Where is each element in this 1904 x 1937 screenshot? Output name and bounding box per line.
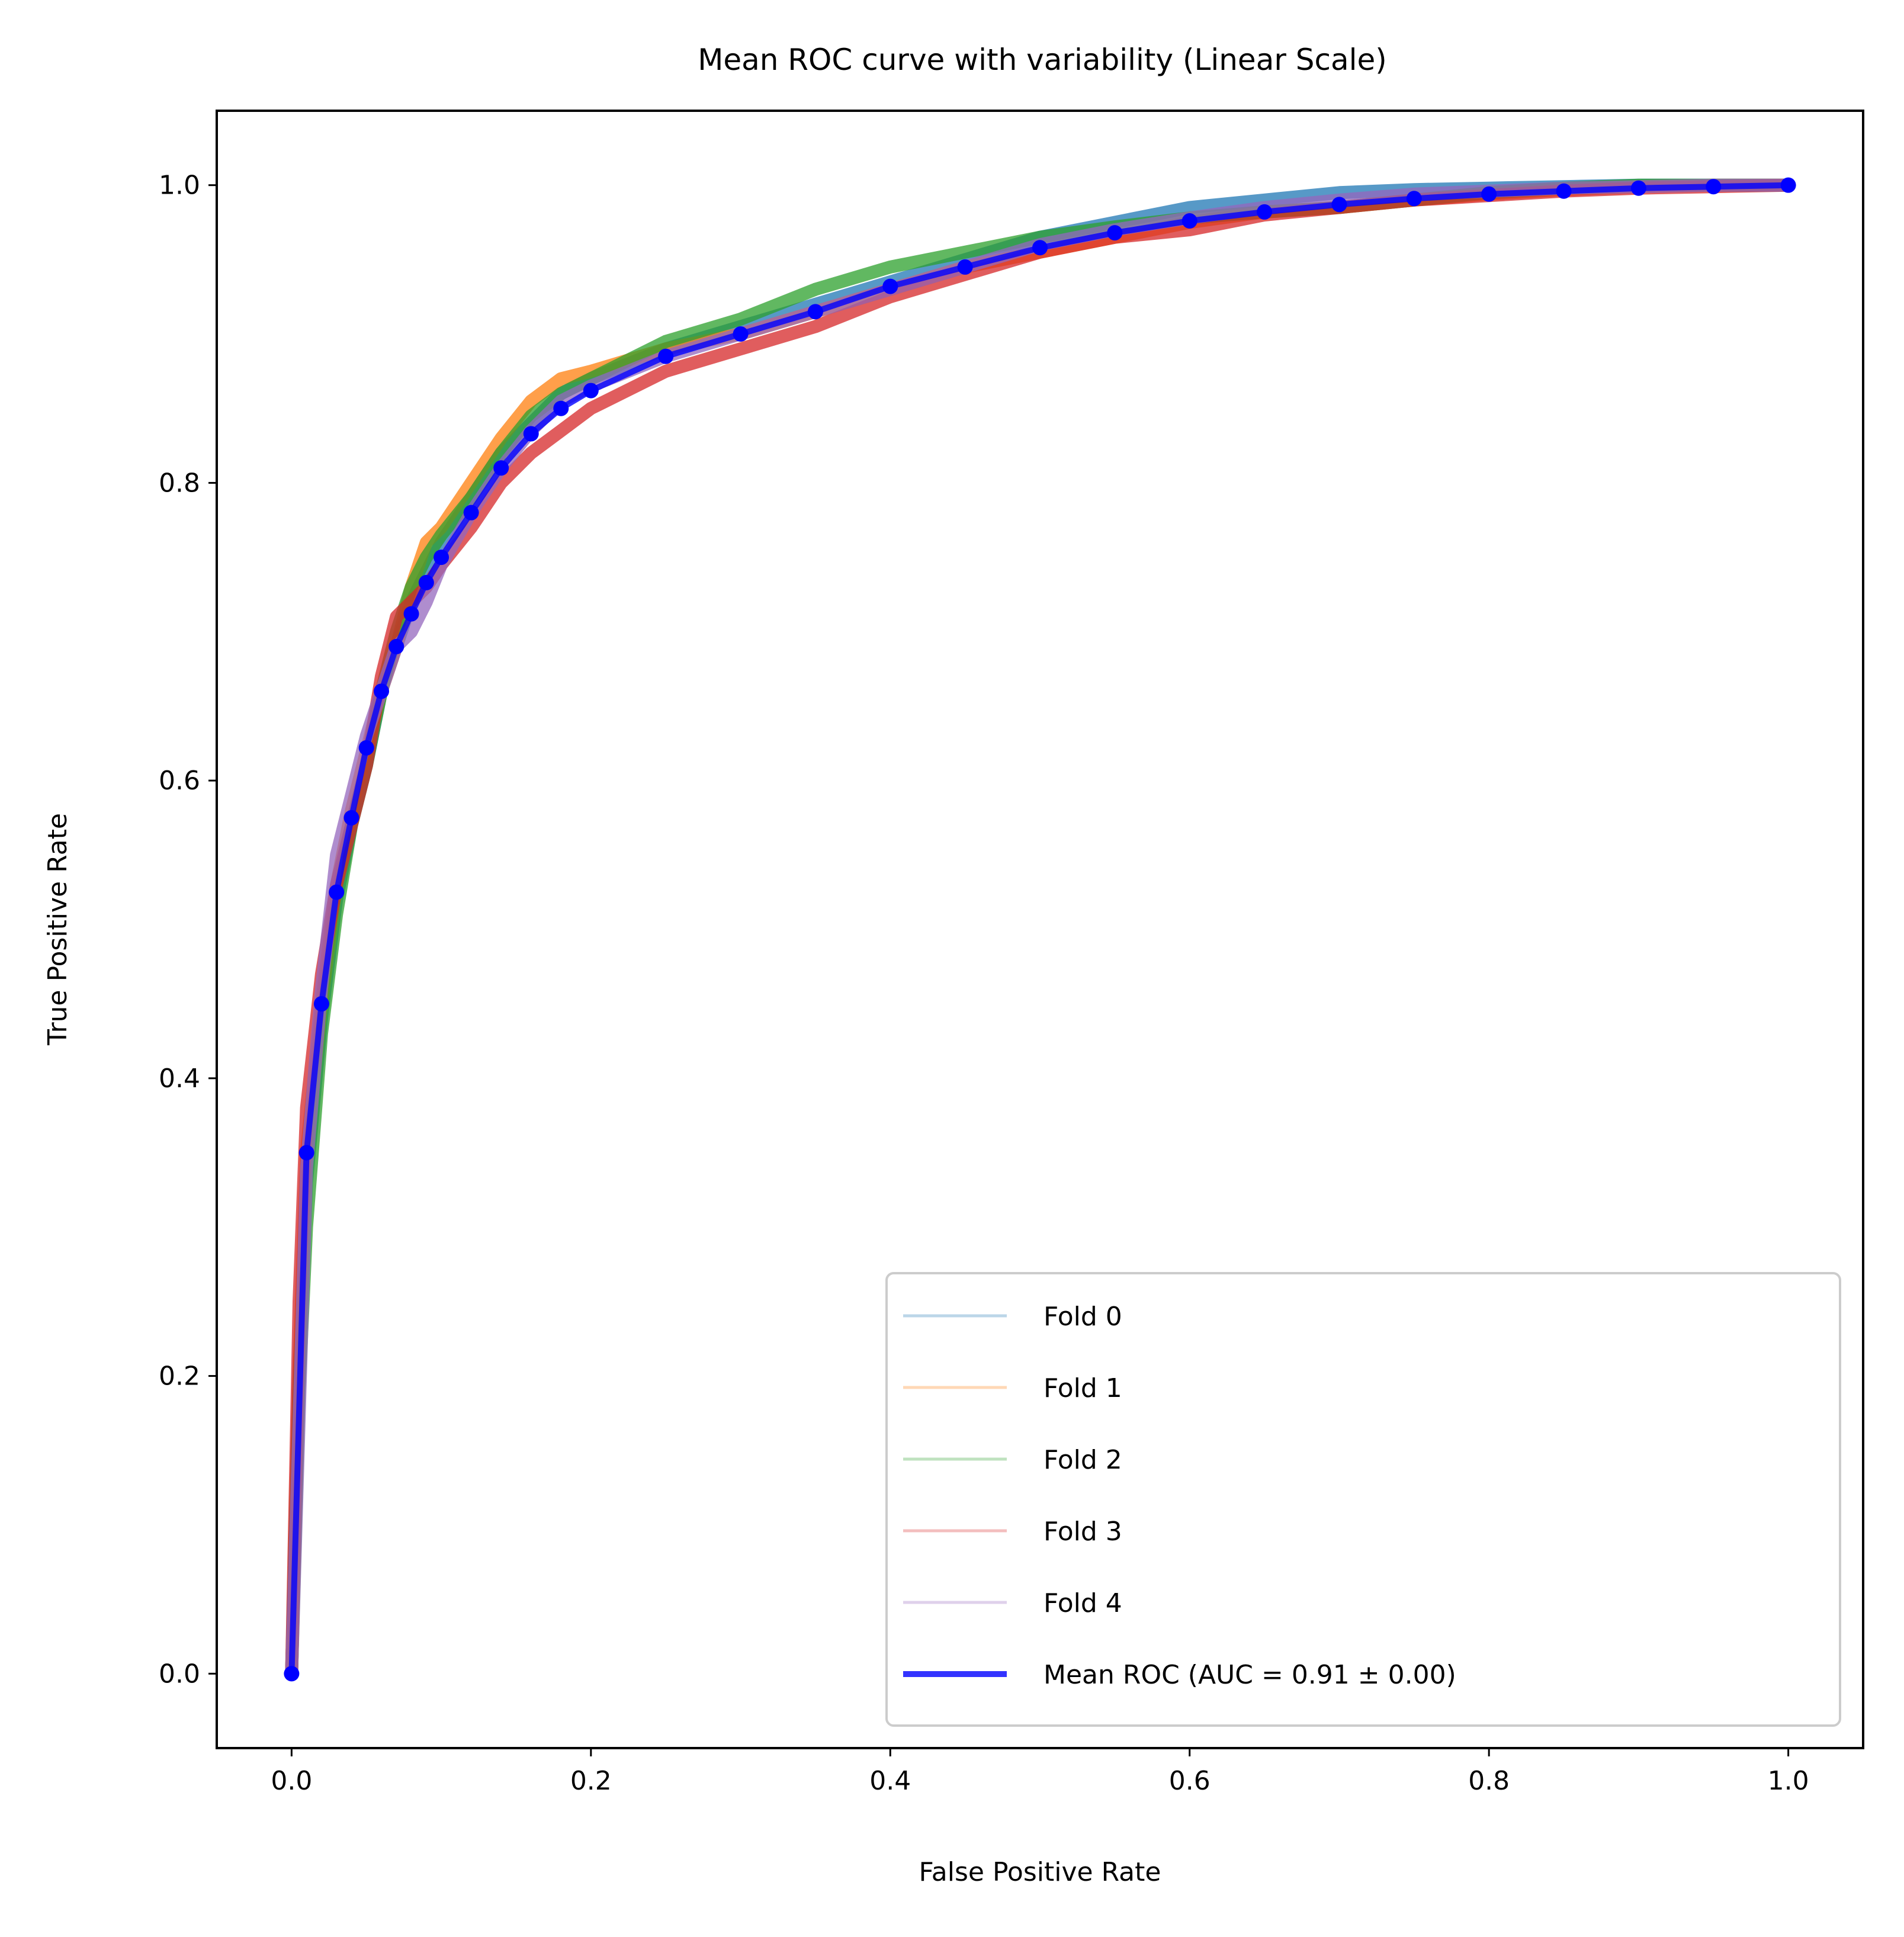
x-tick-label: 1.0 — [1768, 1766, 1809, 1796]
mean-roc-point — [493, 460, 509, 476]
legend-entry-label: Fold 2 — [1043, 1445, 1122, 1475]
y-axis-label: True Positive Rate — [43, 813, 73, 1046]
mean-roc-point — [523, 426, 539, 442]
mean-roc-point — [583, 383, 599, 399]
mean-roc-point — [658, 348, 674, 364]
mean-roc-point — [284, 1666, 300, 1682]
mean-roc-point — [1181, 213, 1197, 229]
y-tick-label: 0.8 — [159, 468, 200, 498]
mean-roc-point — [434, 550, 449, 566]
mean-roc-point — [1257, 204, 1273, 220]
mean-roc-point — [957, 259, 973, 275]
legend-entry-label: Fold 0 — [1043, 1302, 1122, 1332]
mean-roc-point — [298, 1145, 314, 1161]
x-tick-label: 0.4 — [869, 1766, 911, 1796]
x-axis-ticks: 0.0 0.2 0.4 0.6 0.8 1.0 — [271, 1748, 1809, 1796]
plot-frame — [216, 110, 1864, 1749]
mean-roc-point — [1780, 177, 1796, 193]
mean-roc-markers — [284, 177, 1796, 1682]
y-tick-label: 0.4 — [159, 1064, 200, 1094]
mean-roc-point — [807, 304, 823, 320]
mean-roc-point — [1107, 225, 1123, 241]
mean-roc-point — [358, 740, 374, 756]
legend-entry-label: Fold 4 — [1043, 1588, 1122, 1618]
mean-roc-point — [374, 683, 389, 699]
x-tick-label: 0.8 — [1468, 1766, 1510, 1796]
y-tick-label: 1.0 — [159, 171, 200, 201]
mean-roc-line — [288, 182, 1791, 1677]
mean-roc-point — [313, 996, 329, 1012]
mean-roc-point — [343, 810, 359, 825]
mean-roc-point — [329, 884, 345, 900]
mean-roc-point — [1406, 191, 1422, 207]
mean-roc-point — [1556, 183, 1572, 199]
mean-roc-point — [733, 326, 749, 342]
legend-entry-label: Mean ROC (AUC = 0.91 ± 0.00) — [1043, 1660, 1456, 1690]
mean-roc-point — [553, 400, 569, 416]
y-axis-ticks: 0.0 0.2 0.4 0.6 0.8 1.0 — [159, 171, 217, 1689]
mean-roc-point — [1032, 240, 1048, 256]
y-tick-label: 0.6 — [159, 766, 200, 796]
y-tick-label: 0.0 — [159, 1659, 200, 1689]
mean-roc-point — [1331, 197, 1347, 213]
legend-entry-label: Fold 1 — [1043, 1373, 1122, 1403]
legend-entry-label: Fold 3 — [1043, 1517, 1122, 1547]
x-tick-label: 0.0 — [271, 1766, 312, 1796]
x-axis-label: False Positive Rate — [919, 1857, 1161, 1887]
mean-roc-point — [418, 574, 434, 590]
mean-roc-point — [463, 505, 479, 521]
legend-box — [885, 1272, 1841, 1727]
x-tick-label: 0.6 — [1169, 1766, 1211, 1796]
y-tick-label: 0.2 — [159, 1361, 200, 1392]
series-layer — [285, 178, 1795, 1681]
x-tick-label: 0.2 — [570, 1766, 612, 1796]
mean-roc-point — [1481, 186, 1497, 202]
legend: Fold 0 Fold 1 Fold 2 Fold 3 Fold 4 Mean ROC (… — [885, 1272, 1841, 1727]
mean-roc-point — [388, 638, 404, 654]
mean-roc-point — [1630, 180, 1646, 196]
chart-title: Mean ROC curve with variability (Linear … — [698, 43, 1387, 77]
mean-roc-point — [882, 278, 898, 294]
plot-area — [284, 177, 1796, 1682]
mean-roc-point — [1706, 179, 1722, 195]
mean-roc-point — [403, 606, 419, 622]
